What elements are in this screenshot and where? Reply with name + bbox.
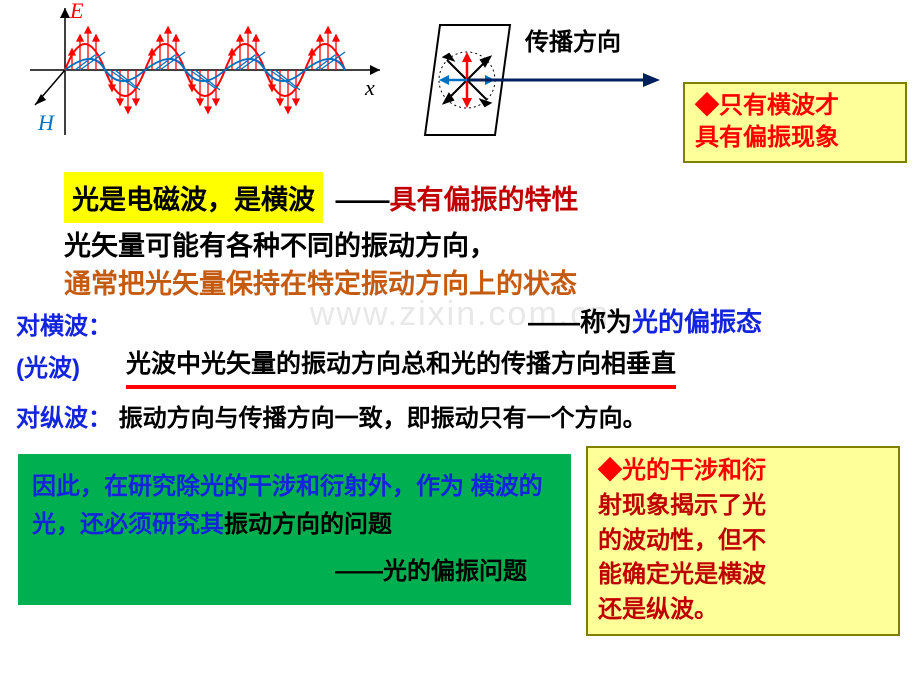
x-axis-label: x [364, 75, 375, 100]
light-wave-label: (光波) [16, 348, 80, 383]
propagation-plane-diagram: 传播方向 [415, 10, 665, 145]
green-line1c: 振动方向的问题 [224, 511, 392, 538]
rb-l5: 还是纵波。 [598, 596, 718, 623]
green-line1a: 因此，在研究除光的干涉和衍射外，作为 [32, 473, 464, 500]
longitudinal-statement: 振动方向与传播方向一致，即振动只有一个方向。 [119, 405, 647, 432]
green-line2: ——光的偏振问题 [32, 553, 557, 591]
dash1: —— [335, 185, 389, 215]
e-axis-label: E [69, 0, 84, 23]
propagation-label: 传播方向 [524, 28, 621, 56]
green-conclusion-box: 因此，在研究除光的干涉和衍射外，作为 横波的光，还必须研究其振动方向的问题 ——… [18, 454, 571, 605]
note-transverse-line2: 具有偏振现象 [695, 124, 839, 151]
note-transverse-line1: ◆只有横波才 [695, 92, 839, 119]
polarization-state: 光的偏振态 [632, 307, 762, 337]
rb-l2: 射现象揭示了光 [598, 492, 766, 519]
light-vector-directions: 光矢量可能有各种不同的振动方向， [64, 224, 496, 263]
h-axis-label: H [37, 110, 55, 135]
longitudinal-label: 对纵波： [16, 405, 112, 432]
transverse-label: 对横波： [16, 306, 112, 341]
light-em-wave-box: 光是电磁波，是横波 [64, 172, 323, 223]
rb-l4: 能确定光是横波 [598, 561, 766, 588]
specific-direction-state: 通常把光矢量保持在特定振动方向上的状态 [64, 262, 577, 301]
polarization-property: 具有偏振的特性 [389, 185, 578, 215]
dash2: ——称为 [528, 307, 632, 337]
perpendicular-statement: 光波中光矢量的振动方向总和光的传播方向相垂直 [126, 344, 676, 389]
rb-l3: 的波动性，但不 [598, 527, 766, 554]
note-wave-nature: ◆光的干涉和衍 射现象揭示了光 的波动性，但不 能确定光是横波 还是纵波。 [586, 446, 900, 636]
rb-l1: ◆光的干涉和衍 [598, 457, 766, 484]
em-wave-diagram: E H x [20, 0, 390, 145]
note-transverse-only: ◆只有横波才 具有偏振现象 [683, 82, 907, 163]
